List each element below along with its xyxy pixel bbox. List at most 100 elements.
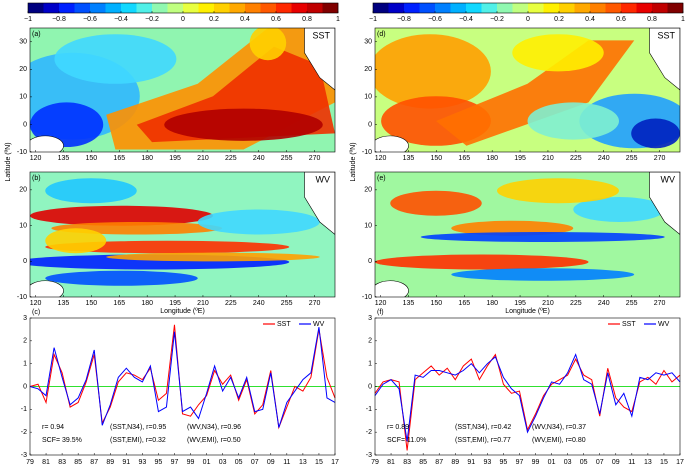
colorbar-segment [322,3,339,13]
field-patch [164,108,323,141]
y-tick-label: -10 [362,149,372,156]
land [649,28,680,91]
x-tick-label: 03 [564,459,572,466]
land [304,172,335,235]
y-tick-label: 10 [364,222,372,229]
annotation: (WV,EMI), r=0.50 [187,437,241,444]
colorbar-tick-label: 0.4 [585,16,595,23]
colorbar-segment [167,3,184,13]
colorbar-segment [528,3,544,13]
x-tick-label: 11 [628,459,635,466]
land [30,135,64,152]
field-patch [527,102,619,140]
colorbar-tick-label: 0.8 [647,16,657,23]
y-tick-label: -3 [366,452,372,459]
land [649,172,680,235]
x-tick-label: 99 [187,459,195,466]
land [304,28,335,91]
colorbar-tick-label: −0.4 [114,16,128,23]
x-tick-label: 07 [596,459,604,466]
x-tick-label: 120 [375,300,387,307]
x-tick-label: 270 [654,300,666,307]
x-tick-label: 17 [331,459,339,466]
field-patch [45,240,290,254]
colorbar-segment [291,3,308,13]
land [375,280,409,297]
field-patch [54,34,177,84]
colorbar-segment [621,3,637,13]
x-tick-label: 255 [281,300,293,307]
y-tick-label: 30 [19,39,27,46]
x-axis-label: Longitude (ºE) [160,308,205,315]
map-field [375,28,680,152]
y-tick-label: 20 [19,66,27,73]
colorbar-segment [667,3,684,13]
y-axis-label: Latitude (ºN) [5,142,12,181]
field-patch [30,205,213,226]
y-tick-label: 0 [368,258,372,265]
land [30,280,64,297]
panel-frame [29,27,336,153]
x-tick-label: 225 [570,300,582,307]
x-tick-label: 17 [676,459,684,466]
colorbar-segment [90,3,106,13]
x-tick-label: 81 [42,459,50,466]
annotation: r= 0.94 [42,424,64,431]
colorbar-segment [435,3,451,13]
colorbar-segment [559,3,575,13]
annotation: (SST,N34), r=0.42 [455,424,511,431]
x-tick-label: 95 [155,459,163,466]
y-tick-label: -1 [21,406,27,413]
colorbar-tick-label: −0.6 [83,16,97,23]
y-tick-label: 0 [23,383,27,390]
panel-label: (f) [377,309,384,316]
y-tick-label: 10 [19,222,27,229]
colorbar-segment [152,3,168,13]
field-patch [512,34,604,72]
x-tick-label: 135 [403,155,415,162]
x-tick-label: 225 [570,155,582,162]
x-tick-label: 95 [500,459,508,466]
y-tick-label: 30 [364,39,372,46]
x-tick-label: 240 [253,155,265,162]
x-tick-label: 240 [253,300,265,307]
x-tick-label: 09 [612,459,620,466]
colorbar-tick-label: −0.8 [52,16,66,23]
colorbar-tick-label: −1 [24,16,32,23]
y-tick-label: -10 [17,149,27,156]
y-tick-label: 0 [23,258,27,265]
x-tick-label: 270 [654,155,666,162]
field-patch [197,209,320,235]
series-line [29,324,336,430]
field-patch [106,252,320,262]
x-tick-label: 180 [486,155,498,162]
x-tick-label: 01 [203,459,211,466]
colorbar-segment [574,3,591,13]
colorbar-tick-label: 0.2 [209,16,219,23]
annotation: SCF= 39.5% [42,437,82,444]
y-tick-label: 20 [364,187,372,194]
annotation: (SST,EMI), r=0.77 [455,437,511,444]
x-tick-label: 91 [122,459,130,466]
annotation: (SST,EMI), r=0.32 [110,437,166,444]
x-tick-label: 195 [514,155,526,162]
colorbar-segment [543,3,560,13]
x-axis-label: Longitude (ºE) [505,308,550,315]
colorbar-segment [404,3,420,13]
land [375,135,409,152]
panel-label: (b) [32,175,41,182]
legend-label: WV [658,321,670,328]
x-tick-label: 255 [626,300,638,307]
field-patch [420,232,665,242]
x-tick-label: 99 [532,459,540,466]
panel-title: SST [657,30,675,40]
x-tick-label: 93 [138,459,146,466]
field-patch [249,28,287,61]
colorbar-tick-label: 0 [526,16,530,23]
y-tick-label: 3 [23,315,27,322]
panel-title: SST [312,30,330,40]
x-tick-label: 15 [315,459,323,466]
map-field [30,172,335,297]
panel-title: WV [661,174,676,184]
x-tick-label: 13 [299,459,307,466]
